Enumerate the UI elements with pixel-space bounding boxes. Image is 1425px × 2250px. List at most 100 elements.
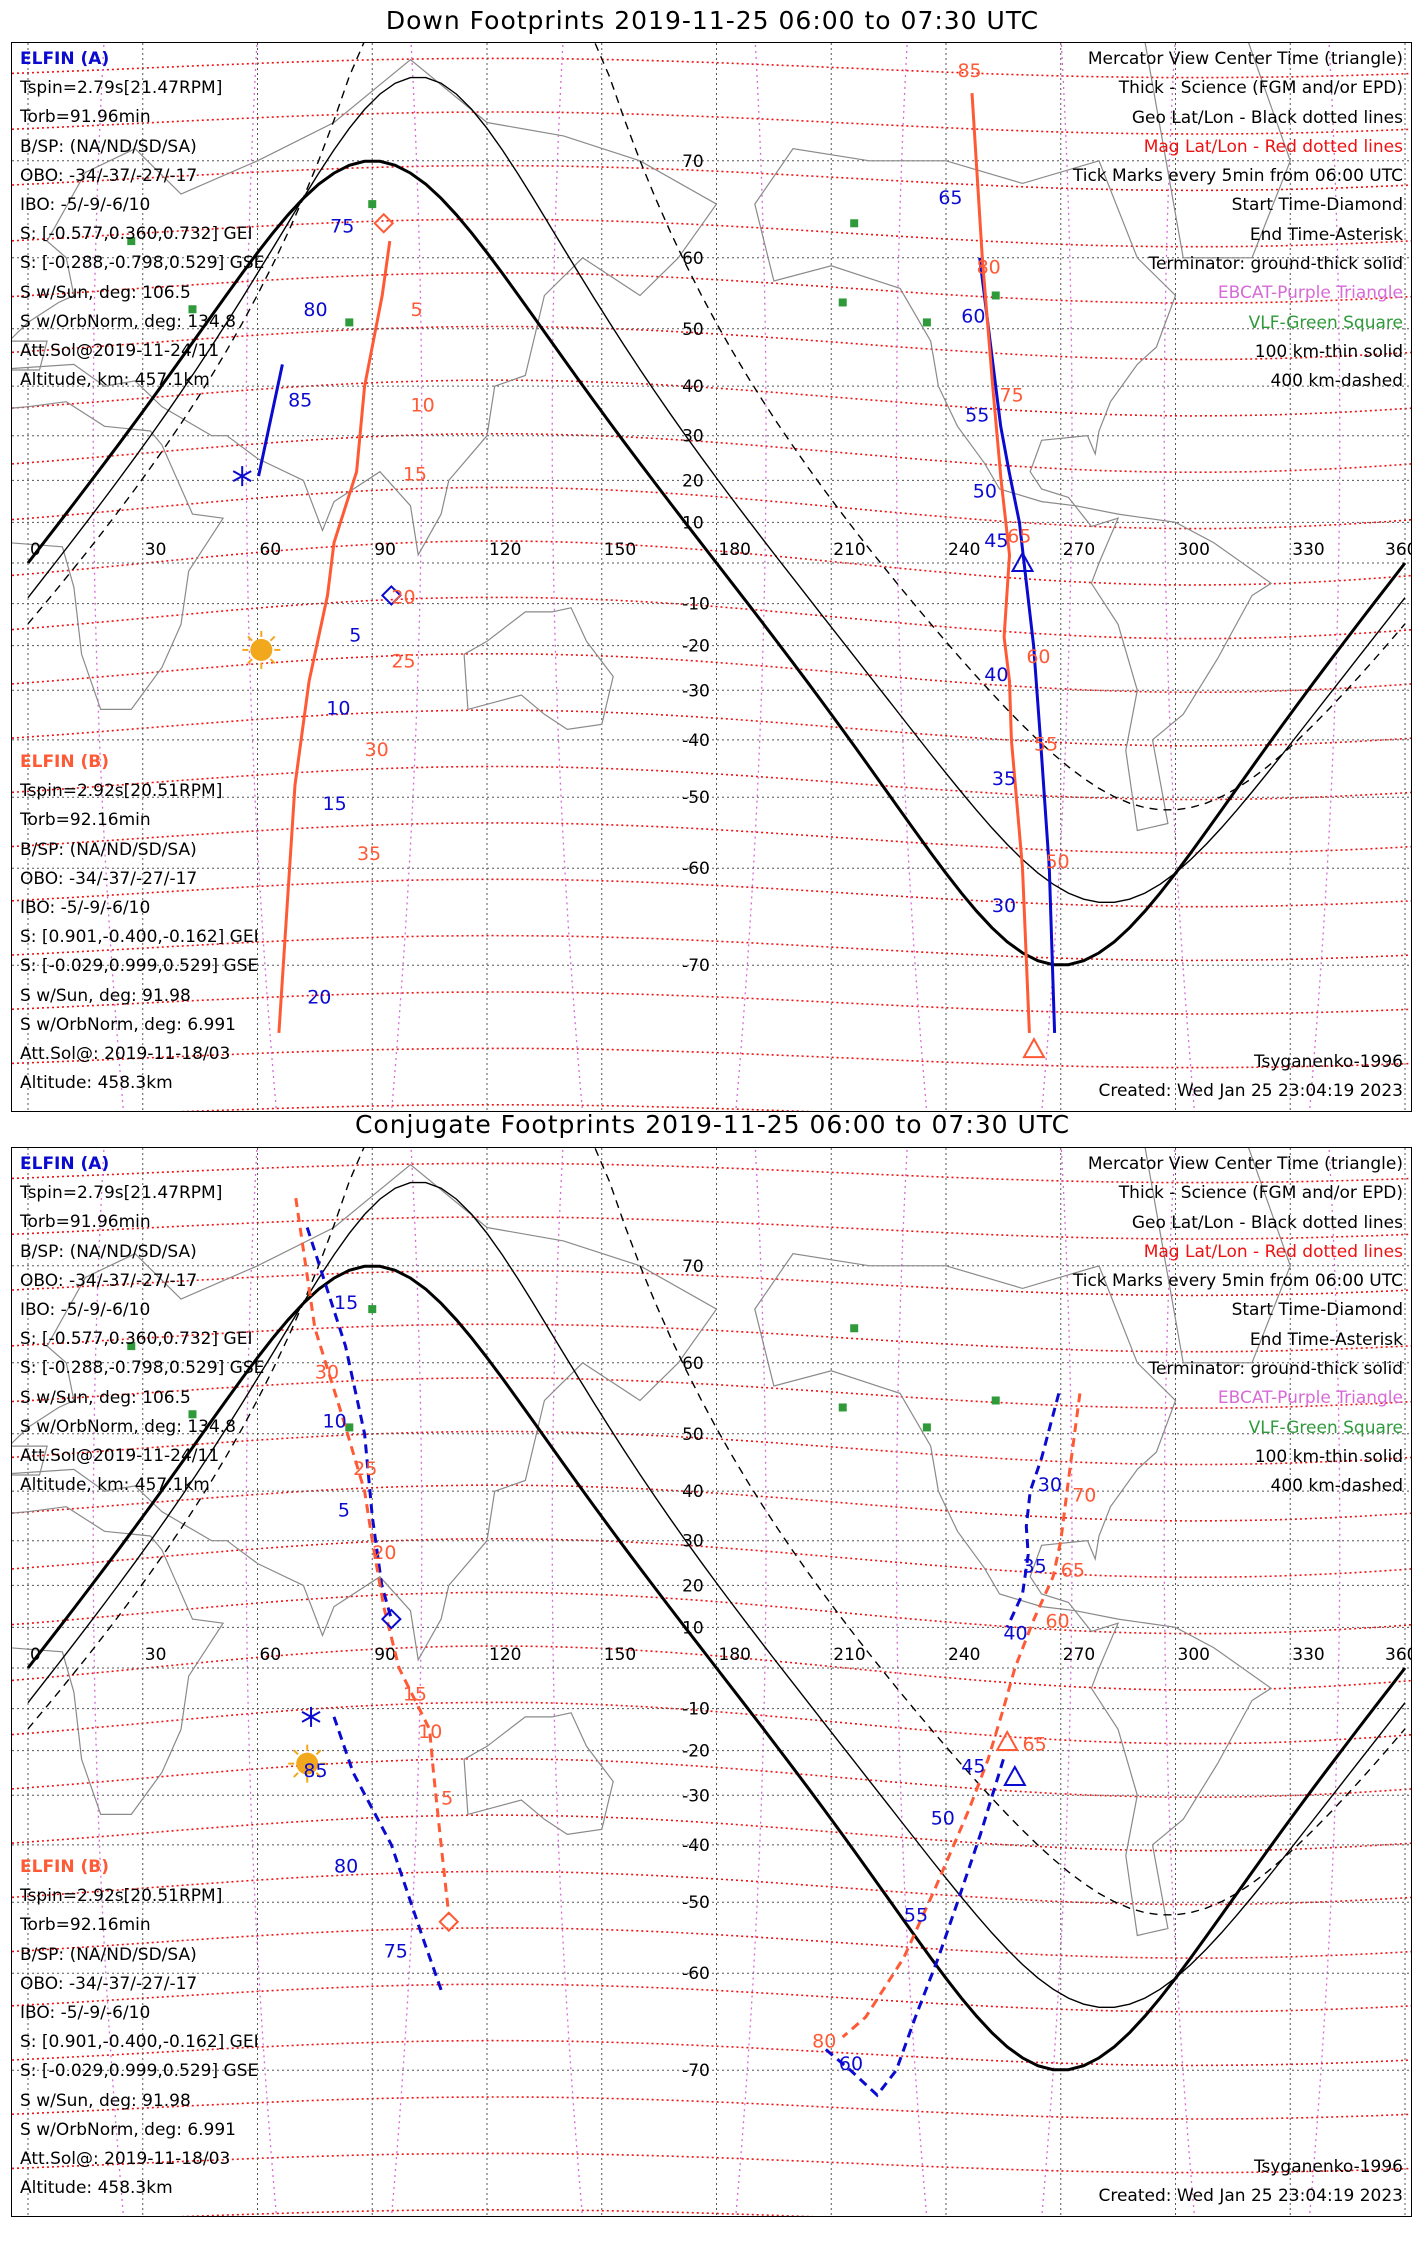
- lon-tick-label: 210: [833, 540, 865, 560]
- elfin-a-time-tick: 80: [303, 299, 327, 321]
- footer-info: Tsyganenko-1996 Created: Wed Jan 25 23:0…: [1098, 2153, 1403, 2211]
- elfin-a-s-gse: S: [-0.288,-0.798,0.529] GSE: [20, 253, 265, 274]
- elfin-a-tspin: Tspin=2.79s[21.47RPM]: [20, 1183, 223, 1204]
- legend-center-time: Mercator View Center Time (triangle): [1087, 1154, 1403, 1174]
- vlf-station-square: [838, 1403, 847, 1412]
- lat-tick-label: -70: [682, 2061, 710, 2081]
- elfin-b-s-gei: S: [0.901,-0.400,-0.162] GEI: [20, 927, 259, 948]
- mag-lat-line: [12, 1645, 1411, 1691]
- elfin-b-time-tick: 85: [957, 60, 981, 82]
- coastline: [12, 1163, 718, 1662]
- elfin-a-time-tick: 5: [338, 1500, 350, 1522]
- sun-icon: [296, 1752, 319, 1775]
- legend-end-time: End Time-Asterisk: [1249, 224, 1403, 245]
- elfin-b-time-tick: 65: [1023, 1734, 1047, 1756]
- elfin-b-time-tick: 35: [357, 843, 381, 865]
- mag-lat-line: [12, 540, 1411, 586]
- elfin-b-time-tick: 15: [403, 463, 427, 485]
- elfin-b-torb: Torb=92.16min: [20, 1915, 151, 1936]
- elfin-b-s-gse: S: [-0.029,0.999,0.529] GSE: [20, 956, 259, 977]
- elfin-a-alt: Altitude, km: 457.1km: [20, 1475, 210, 1496]
- mag-lat-line: [12, 1216, 1411, 1240]
- page-title-conjugate: Conjugate Footprints 2019-11-25 06:00 to…: [354, 1110, 1071, 1139]
- vlf-station-square: [368, 1305, 377, 1314]
- elfin-a-time-tick: 40: [1003, 1623, 1027, 1645]
- legend-geo-lines: Geo Lat/Lon - Black dotted lines: [1131, 1212, 1403, 1233]
- mag-lon-line: [1041, 43, 1073, 1111]
- lon-tick-label: 330: [1292, 1645, 1324, 1665]
- mag-lat-line: [12, 1591, 1411, 1635]
- elfin-a-time-tick: 75: [384, 1941, 408, 1963]
- elfin-b-ibo: IBO: -5/-9/-6/10: [20, 898, 151, 919]
- elfin-b-time-tick: 75: [1000, 385, 1024, 407]
- elfin-a-time-tick: 15: [334, 1292, 358, 1314]
- vlf-station-square: [838, 298, 847, 307]
- legend-start-time: Start Time-Diamond: [1231, 195, 1403, 216]
- elfin-a-time-tick: 50: [973, 480, 997, 502]
- elfin-b-time-tick: 30: [365, 739, 389, 761]
- elfin-b-label: ELFIN (B): [20, 1857, 110, 1877]
- lon-tick-label: 90: [374, 1645, 396, 1665]
- elfin-b-time-tick: 80: [977, 256, 1001, 278]
- page-title-down: Down Footprints 2019-11-25 06:00 to 07:3…: [385, 6, 1040, 35]
- elfin-b-time-tick: 20: [372, 1542, 396, 1564]
- start-diamond: [380, 585, 402, 606]
- sun-ray: [247, 635, 253, 642]
- coastline: [463, 607, 614, 731]
- elfin-b-s-orb: S w/OrbNorm, deg: 6.991: [20, 2119, 237, 2140]
- mag-lon-line: [1041, 1148, 1073, 2216]
- elfin-b-time-tick: 50: [1045, 851, 1069, 873]
- mag-lat-line: [12, 1269, 1411, 1297]
- elfin-b-obo: OBO: -34/-37/-27/-17: [20, 868, 198, 889]
- elfin-b-tspin: Tspin=2.92s[20.51RPM]: [20, 781, 223, 802]
- elfin-b-att: Att.Sol@: 2019-11-18/03: [20, 2149, 231, 2170]
- elfin-b-info-conj: ELFIN (B) Tspin=2.92s[20.51RPM] Torb=92.…: [20, 1853, 259, 2203]
- legend-vlf: VLF-Green Square: [1248, 1417, 1403, 1438]
- legend-thick-science: Thick - Science (FGM and/or EPD): [1118, 78, 1403, 99]
- center-time-triangle: [1010, 550, 1035, 572]
- sun-ray: [315, 1749, 322, 1756]
- elfin-b-s-orb: S w/OrbNorm, deg: 6.991: [20, 1014, 237, 1035]
- mag-lat-line: [12, 1758, 1411, 1798]
- vlf-station-square: [850, 1324, 859, 1333]
- elfin-a-time-tick: 35: [992, 768, 1016, 790]
- mag-lat-line: [12, 709, 1411, 747]
- legend-end-time: End Time-Asterisk: [1249, 1329, 1403, 1350]
- elfin-a-obo: OBO: -34/-37/-27/-17: [20, 1270, 198, 1291]
- legend-center-time: Mercator View Center Time (triangle): [1087, 49, 1403, 69]
- elfin-a-obo: OBO: -34/-37/-27/-17: [20, 165, 198, 186]
- elfin-b-label: ELFIN (B): [20, 752, 110, 772]
- mag-lon-line: [92, 1148, 125, 2216]
- lat-tick-label: 70: [682, 1257, 704, 1277]
- coastline: [12, 1506, 225, 1815]
- lat-tick-label: -20: [682, 1742, 710, 1762]
- elfin-b-track: [294, 1197, 451, 1916]
- lon-tick-label: 0: [30, 1645, 41, 1665]
- mag-lat-line: [12, 822, 1411, 854]
- sun-ray: [293, 1772, 299, 1778]
- vlf-station-square: [991, 291, 1000, 300]
- legend-start-time: Start Time-Diamond: [1231, 1300, 1403, 1321]
- sun-ray: [269, 658, 276, 665]
- elfin-a-bsp: B/SP: (NA/ND/SD/SA): [20, 1241, 197, 1262]
- elfin-a-torb: Torb=91.96min: [20, 107, 151, 128]
- elfin-a-time-tick: 10: [323, 1410, 347, 1432]
- mag-lat-line: [12, 2152, 1411, 2174]
- lat-tick-label: -50: [682, 1893, 710, 1913]
- legend-400km: 400 km-dashed: [1270, 371, 1403, 392]
- elfin-a-s-orb: S w/OrbNorm, deg: 134.8: [20, 311, 237, 332]
- mag-lat-line: [12, 596, 1411, 640]
- lat-tick-label: 50: [682, 320, 704, 340]
- elfin-b-time-tick: 10: [418, 1721, 442, 1743]
- elfin-a-time-tick: 5: [349, 624, 361, 646]
- elfin-b-alt: Altitude: 458.3km: [20, 2178, 173, 2199]
- mag-lat-line: [177, 1104, 815, 1111]
- lat-tick-label: 30: [682, 427, 704, 447]
- elfin-a-ibo: IBO: -5/-9/-6/10: [20, 195, 151, 216]
- coastline: [754, 1253, 1273, 1937]
- created-label: Created: Wed Jan 25 23:04:19 2023: [1098, 1081, 1403, 1101]
- vlf-station-square: [345, 1423, 354, 1432]
- elfin-b-tspin: Tspin=2.92s[20.51RPM]: [20, 1886, 223, 1907]
- lat-tick-label: 20: [682, 1576, 704, 1596]
- mag-lat-line: [12, 1814, 1411, 1852]
